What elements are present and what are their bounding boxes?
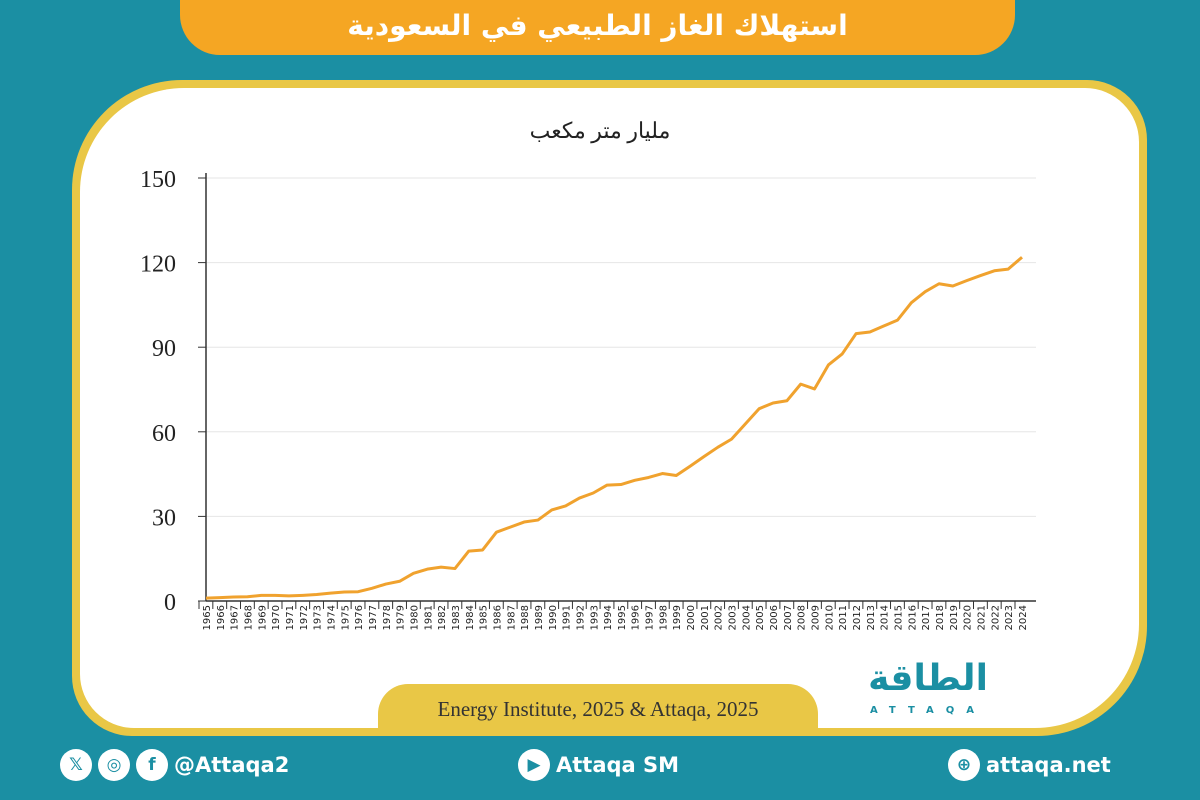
- x-tick-label: 1998: [658, 605, 669, 630]
- x-tick-label: 2009: [811, 605, 822, 630]
- x-tick-label: 2016: [907, 605, 918, 630]
- x-tick-label: 2019: [949, 605, 960, 630]
- x-tick-label: 1968: [243, 605, 254, 630]
- x-tick-label: 1979: [396, 605, 407, 630]
- x-tick-label: 2018: [935, 605, 946, 630]
- x-tick-label: 1986: [492, 605, 503, 630]
- x-tick-label: 2024: [1018, 605, 1029, 630]
- youtube-icon: ▶: [518, 749, 550, 781]
- page-title: استهلاك الغاز الطبيعي في السعودية: [180, 0, 1015, 55]
- x-tick-label: 2005: [755, 605, 766, 630]
- youtube-link[interactable]: ▶ Attaqa SM: [518, 740, 679, 790]
- y-tick-label: 60: [152, 421, 176, 447]
- social-links: 𝕏 ◎ f @Attaqa2: [60, 740, 289, 790]
- y-tick-label: 150: [140, 167, 176, 193]
- social-handle[interactable]: @Attaqa2: [174, 753, 290, 777]
- x-tick-label: 1995: [617, 605, 628, 630]
- attaqa-logo: الطاقة ATTAQA: [838, 656, 1018, 724]
- x-tick-label: 1969: [257, 605, 268, 630]
- x-tick-label: 1985: [479, 605, 490, 630]
- facebook-icon[interactable]: f: [136, 749, 168, 781]
- x-tick-label: 2003: [728, 605, 739, 630]
- x-tick-label: 2014: [880, 605, 891, 630]
- y-tick-label: 30: [152, 505, 176, 531]
- x-tick-label: 1994: [603, 605, 614, 630]
- x-tick-label: 1965: [202, 605, 213, 630]
- website-label: attaqa.net: [986, 753, 1111, 777]
- instagram-icon[interactable]: ◎: [98, 749, 130, 781]
- x-tick-label: 2008: [797, 605, 808, 630]
- x-tick-label: 1977: [368, 605, 379, 630]
- x-tick-label: 2007: [783, 605, 794, 630]
- x-tick-label: 2000: [686, 605, 697, 630]
- x-tick-label: 2010: [824, 605, 835, 630]
- x-tick-label: 1971: [285, 605, 296, 630]
- x-tick-label: 2015: [894, 605, 905, 630]
- x-tick-label: 1989: [534, 605, 545, 630]
- x-icon[interactable]: 𝕏: [60, 749, 92, 781]
- x-tick-label: 1976: [354, 605, 365, 630]
- website-link[interactable]: ⊕ attaqa.net: [948, 740, 1111, 790]
- x-tick-label: 1992: [575, 605, 586, 630]
- x-tick-label: 1978: [382, 605, 393, 630]
- x-tick-label: 1982: [437, 605, 448, 630]
- x-tick-label: 2013: [866, 605, 877, 630]
- logo-arabic: الطاقة: [868, 658, 988, 699]
- x-tick-label: 2006: [769, 605, 780, 630]
- youtube-label: Attaqa SM: [556, 753, 680, 777]
- series-line: [205, 256, 1023, 600]
- x-tick-label: 2002: [714, 605, 725, 630]
- x-tick-label: 1997: [645, 605, 656, 630]
- x-tick-label: 1967: [230, 605, 241, 630]
- x-tick-label: 2012: [852, 605, 863, 630]
- logo-latin: ATTAQA: [869, 705, 987, 716]
- x-tick-label: 2017: [921, 605, 932, 630]
- x-tick-label: 1991: [562, 605, 573, 630]
- x-tick-label: 1990: [548, 605, 559, 630]
- x-tick-label: 1993: [589, 605, 600, 630]
- chart-card: [72, 80, 1147, 736]
- x-tick-label: 1974: [326, 605, 337, 630]
- x-tick-label: 1999: [672, 605, 683, 630]
- x-tick-label: 2004: [741, 605, 752, 630]
- x-tick-label: 1980: [409, 605, 420, 630]
- x-tick-label: 1966: [216, 605, 227, 630]
- x-tick-label: 2011: [838, 605, 849, 630]
- x-tick-label: 1983: [451, 605, 462, 630]
- x-tick-label: 1972: [299, 605, 310, 630]
- x-tick-label: 1988: [520, 605, 531, 630]
- x-tick-label: 2022: [990, 605, 1001, 630]
- x-tick-label: 2021: [977, 605, 988, 630]
- x-tick-label: 1984: [465, 605, 476, 630]
- y-tick-label: 0: [164, 590, 176, 616]
- x-tick-label: 1973: [313, 605, 324, 630]
- x-tick-label: 2023: [1004, 605, 1015, 630]
- x-tick-label: 1975: [340, 605, 351, 630]
- y-tick-label: 90: [152, 336, 176, 362]
- x-tick-label: 1981: [423, 605, 434, 630]
- globe-icon: ⊕: [948, 749, 980, 781]
- source-note: Energy Institute, 2025 & Attaqa, 2025: [378, 684, 818, 730]
- unit-label: مليار متر مكعب: [529, 118, 671, 143]
- x-tick-label: 1987: [506, 605, 517, 630]
- y-tick-label: 120: [140, 252, 176, 278]
- x-tick-label: 2020: [963, 605, 974, 630]
- x-tick-label: 1970: [271, 605, 282, 630]
- x-tick-label: 2001: [700, 605, 711, 630]
- x-tick-label: 1996: [631, 605, 642, 630]
